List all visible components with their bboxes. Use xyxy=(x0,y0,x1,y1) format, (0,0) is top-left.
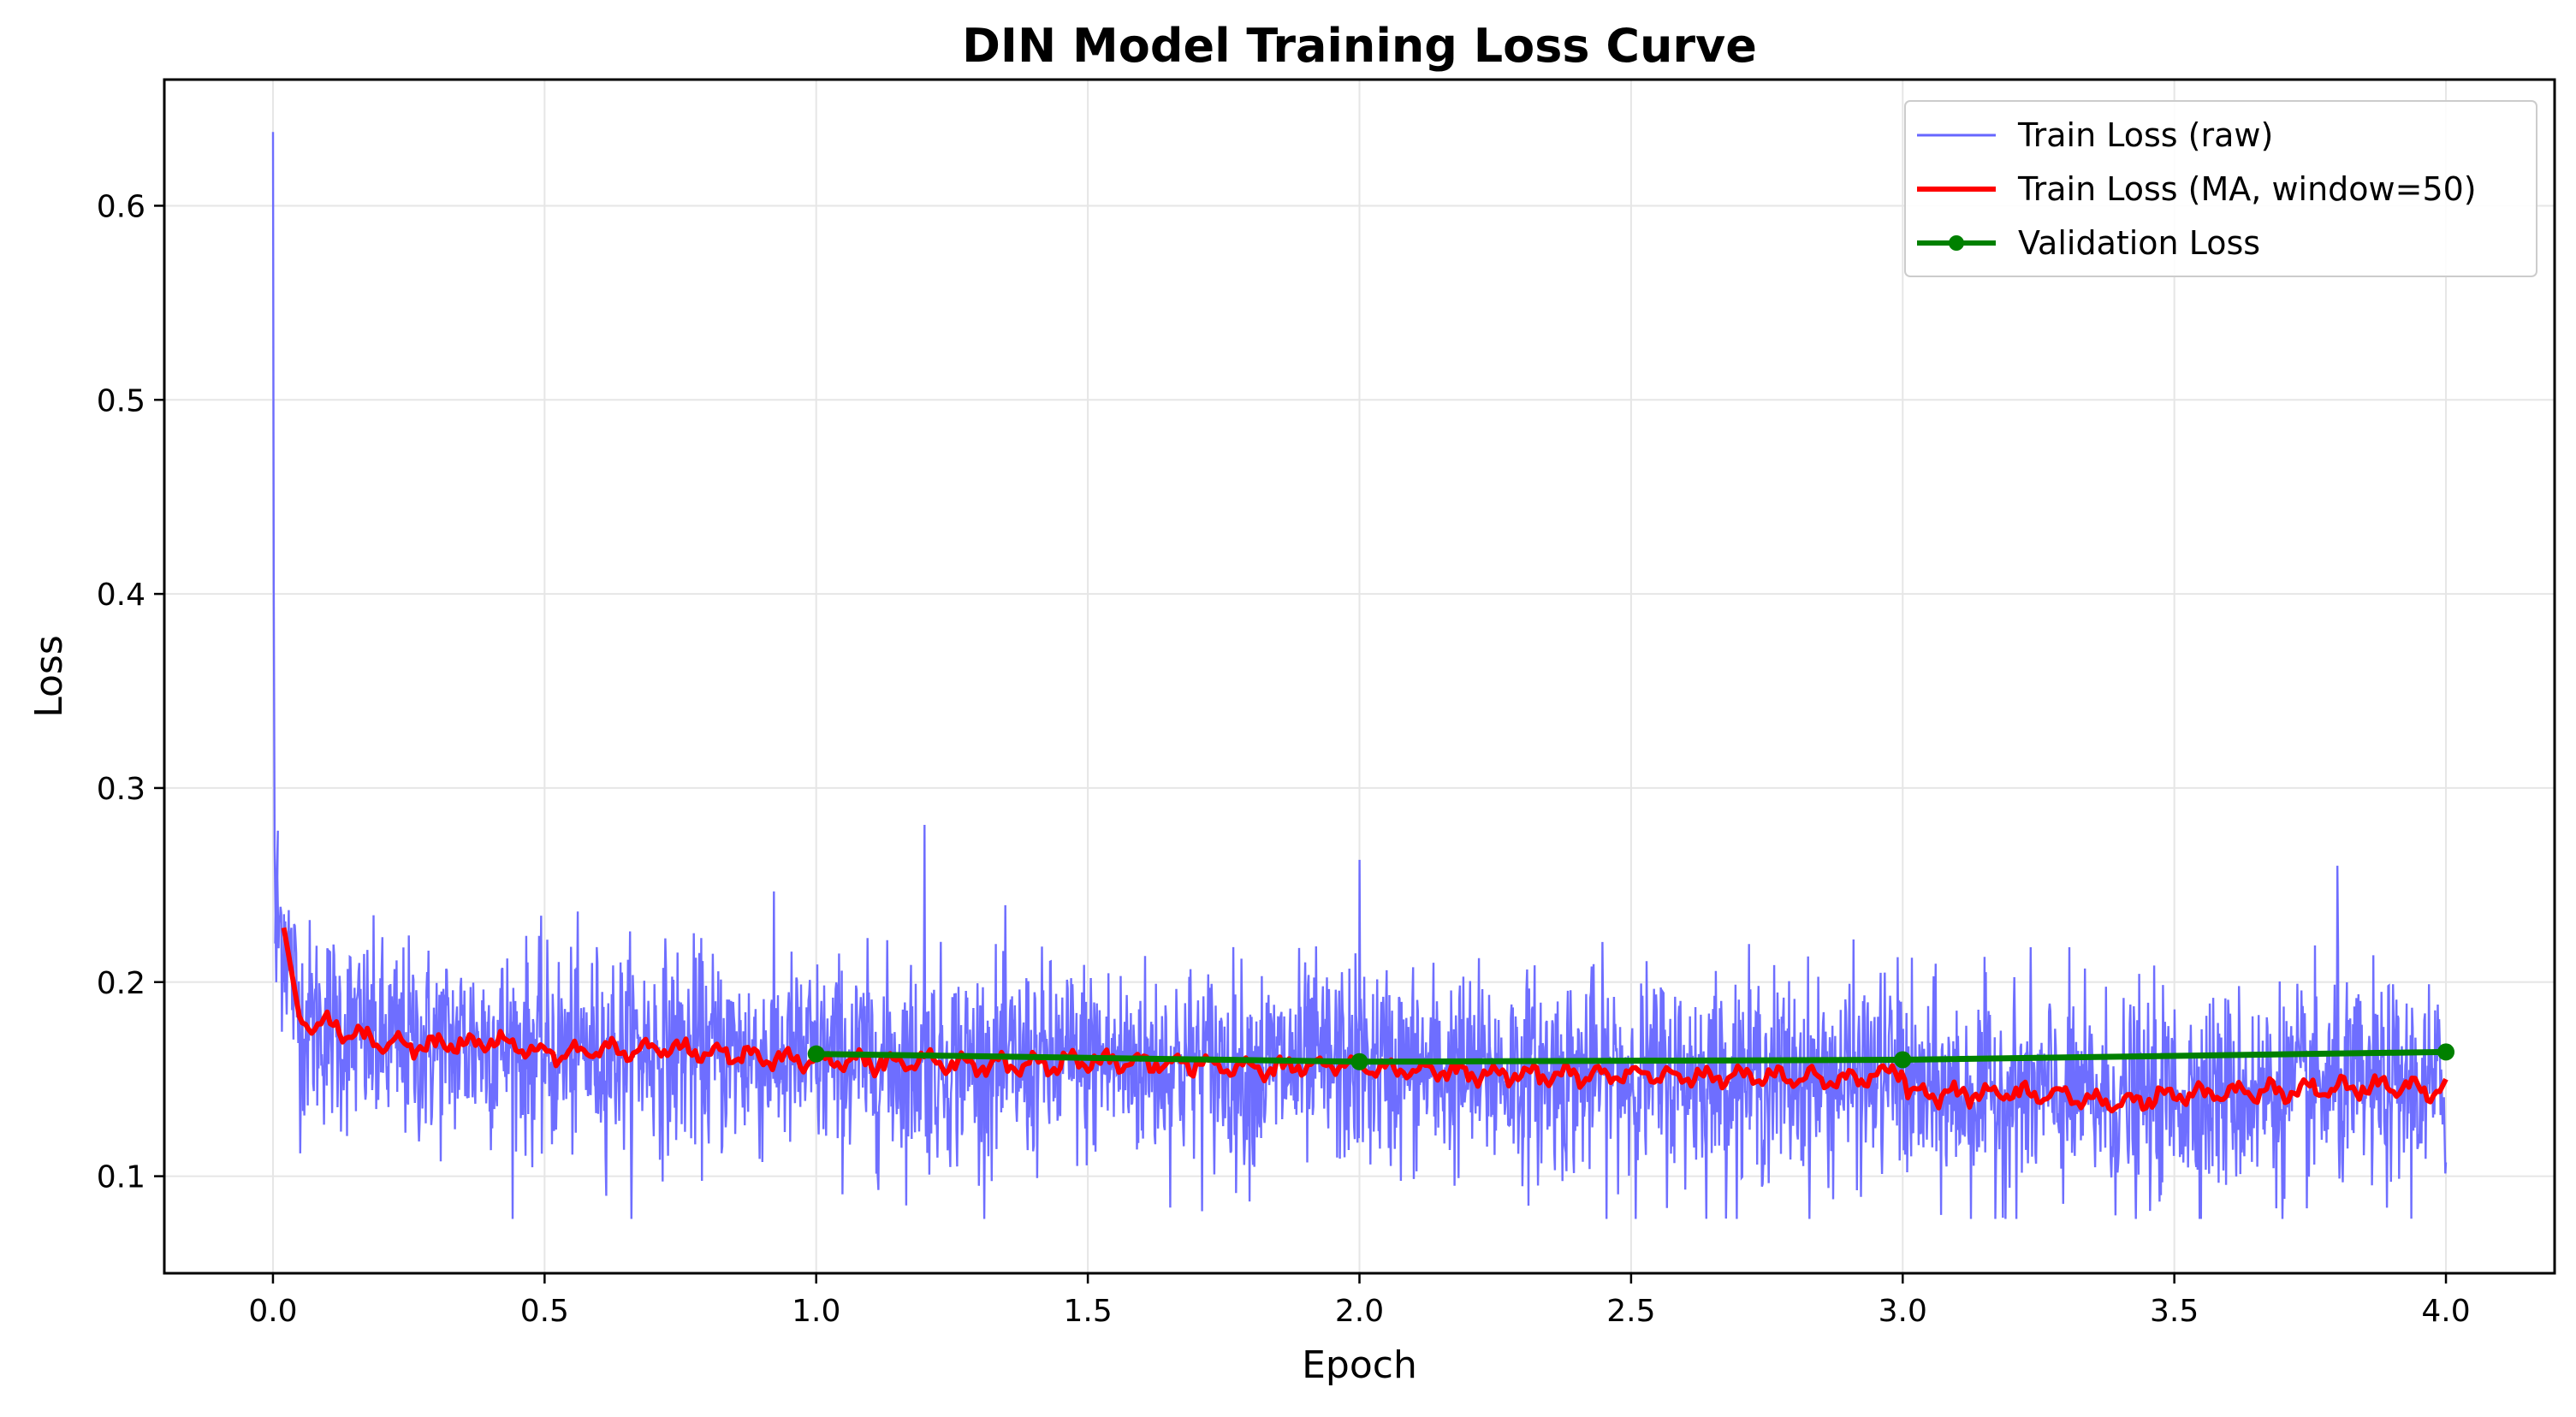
ma-series-layer xyxy=(281,927,2448,1114)
validation-loss-point xyxy=(2437,1043,2455,1061)
x-tick-label: 3.5 xyxy=(2150,1294,2199,1329)
x-tick-label: 0.5 xyxy=(520,1294,569,1329)
chart-title: DIN Model Training Loss Curve xyxy=(962,19,1757,73)
x-tick-label: 3.0 xyxy=(1879,1294,1927,1329)
y-tick-label: 0.3 xyxy=(97,772,145,807)
legend-label-validation: Validation Loss xyxy=(2018,224,2260,262)
validation-loss-point xyxy=(1894,1051,1912,1069)
validation-loss-point xyxy=(1350,1052,1368,1070)
x-tick-label: 2.0 xyxy=(1335,1294,1384,1329)
x-tick-label: 0.0 xyxy=(248,1294,297,1329)
legend-marker-validation xyxy=(1949,235,1964,251)
validation-loss-line xyxy=(816,1048,2447,1065)
x-tick-label: 1.5 xyxy=(1063,1294,1112,1329)
validation-series-layer xyxy=(807,1043,2455,1070)
y-tick-label: 0.6 xyxy=(97,189,145,224)
train-loss-ma-line xyxy=(281,927,2448,1114)
y-tick-label: 0.2 xyxy=(97,966,145,1001)
legend-box xyxy=(1904,100,2537,277)
validation-loss-point xyxy=(807,1045,825,1063)
tick-layer: 0.0 0.5 1.0 1.5 2.0 2.5 3.0 3.5 4.0 0.1 0.2 0.3 0.4 0… xyxy=(97,189,2471,1329)
y-tick-label: 0.1 xyxy=(97,1160,145,1195)
legend-label-train-raw: Train Loss (raw) xyxy=(2017,116,2273,154)
x-tick-label: 1.0 xyxy=(792,1294,840,1329)
legend-label-train-ma: Train Loss (MA, window=50) xyxy=(2017,170,2477,208)
x-tick-label: 2.5 xyxy=(1606,1294,1655,1329)
y-tick-label: 0.5 xyxy=(97,383,145,418)
x-axis-label: Epoch xyxy=(1302,1343,1417,1387)
y-tick-label: 0.4 xyxy=(97,578,145,613)
y-axis-label: Loss xyxy=(27,635,71,718)
x-tick-label: 4.0 xyxy=(2421,1294,2470,1329)
legend: Train Loss (raw) Train Loss (MA, window=… xyxy=(1904,100,2537,277)
